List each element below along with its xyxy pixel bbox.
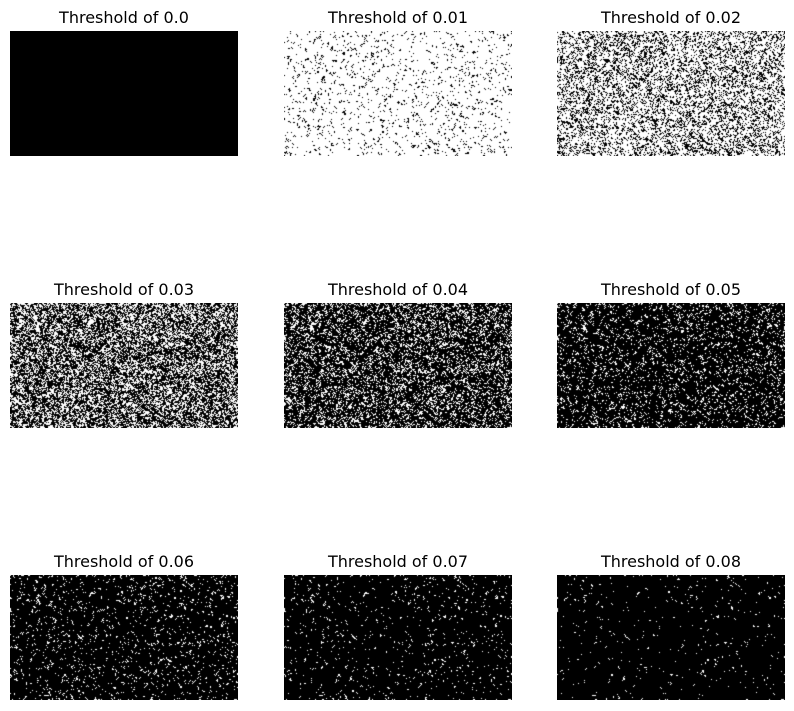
panel-threshold-0-06: Threshold of 0.06 xyxy=(10,549,238,700)
panel-title: Threshold of 0.03 xyxy=(53,280,195,299)
panel-title: Threshold of 0.02 xyxy=(600,8,742,27)
panel-threshold-0-03: Threshold of 0.03 xyxy=(10,277,238,428)
panel-threshold-0-04: Threshold of 0.04 xyxy=(284,277,512,428)
panel-title: Threshold of 0.05 xyxy=(600,280,742,299)
panel-title: Threshold of 0.06 xyxy=(53,552,195,571)
threshold-image xyxy=(284,31,512,156)
threshold-image xyxy=(284,303,512,428)
panel-title: Threshold of 0.08 xyxy=(600,552,742,571)
panel-title: Threshold of 0.0 xyxy=(59,8,189,27)
panel-title: Threshold of 0.07 xyxy=(327,552,469,571)
panel-title: Threshold of 0.01 xyxy=(327,8,469,27)
panel-threshold-0-05: Threshold of 0.05 xyxy=(557,277,785,428)
threshold-image xyxy=(284,575,512,700)
threshold-image xyxy=(10,31,238,156)
panel-threshold-0-02: Threshold of 0.02 xyxy=(557,5,785,156)
threshold-image xyxy=(557,303,785,428)
threshold-image xyxy=(557,575,785,700)
panel-threshold-0-01: Threshold of 0.01 xyxy=(284,5,512,156)
threshold-image xyxy=(10,303,238,428)
threshold-image xyxy=(557,31,785,156)
panel-threshold-0-08: Threshold of 0.08 xyxy=(557,549,785,700)
threshold-image xyxy=(10,575,238,700)
panel-threshold-0-07: Threshold of 0.07 xyxy=(284,549,512,700)
panel-title: Threshold of 0.04 xyxy=(327,280,469,299)
panel-threshold-0-0: Threshold of 0.0 xyxy=(10,5,238,156)
